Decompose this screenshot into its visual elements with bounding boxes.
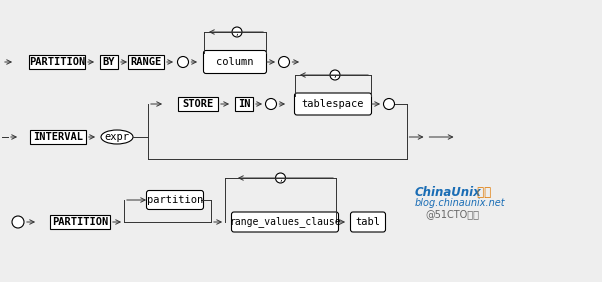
FancyBboxPatch shape <box>146 191 203 210</box>
Text: column: column <box>216 57 254 67</box>
FancyBboxPatch shape <box>350 212 385 232</box>
Text: PARTITION: PARTITION <box>29 57 85 67</box>
FancyBboxPatch shape <box>100 55 118 69</box>
Text: INTERVAL: INTERVAL <box>33 132 83 142</box>
Circle shape <box>276 173 285 183</box>
Circle shape <box>232 27 242 37</box>
Text: ,: , <box>279 173 282 182</box>
Text: ,: , <box>235 28 238 36</box>
FancyBboxPatch shape <box>235 97 253 111</box>
Ellipse shape <box>101 130 133 144</box>
Text: RANGE: RANGE <box>131 57 161 67</box>
Text: ,: , <box>334 70 337 80</box>
FancyBboxPatch shape <box>128 55 164 69</box>
Text: partition: partition <box>147 195 203 205</box>
Circle shape <box>330 70 340 80</box>
Circle shape <box>383 98 394 109</box>
Circle shape <box>178 56 188 67</box>
FancyBboxPatch shape <box>178 97 218 111</box>
Text: expr: expr <box>105 132 129 142</box>
Circle shape <box>12 216 24 228</box>
Text: STORE: STORE <box>182 99 214 109</box>
FancyBboxPatch shape <box>30 130 86 144</box>
Text: PARTITION: PARTITION <box>52 217 108 227</box>
Text: blog.chinaunix.net: blog.chinaunix.net <box>415 198 506 208</box>
FancyBboxPatch shape <box>50 215 110 229</box>
Text: tablespace: tablespace <box>302 99 364 109</box>
FancyBboxPatch shape <box>203 50 267 74</box>
Text: ChinaUnix: ChinaUnix <box>415 186 482 199</box>
Text: tabl: tabl <box>356 217 380 227</box>
FancyBboxPatch shape <box>29 55 85 69</box>
Circle shape <box>265 98 276 109</box>
FancyBboxPatch shape <box>232 212 338 232</box>
Text: IN: IN <box>238 99 250 109</box>
Circle shape <box>279 56 290 67</box>
Text: BY: BY <box>103 57 115 67</box>
FancyBboxPatch shape <box>294 93 371 115</box>
Text: @51CTO博客: @51CTO博客 <box>425 209 479 219</box>
Text: range_values_clause: range_values_clause <box>229 217 341 228</box>
Text: 博客: 博客 <box>473 186 491 199</box>
